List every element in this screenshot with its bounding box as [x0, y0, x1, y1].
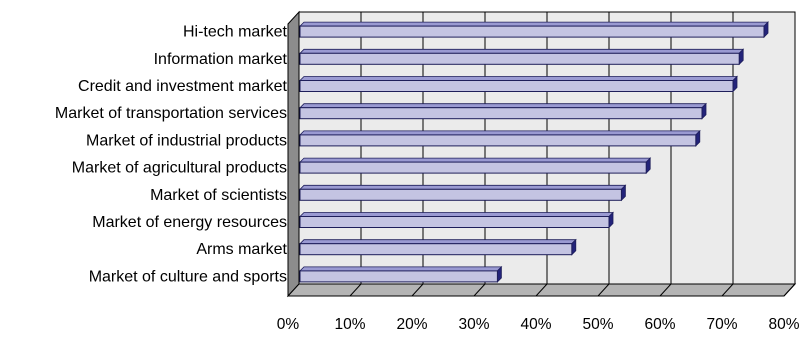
floor-gridline — [411, 283, 424, 297]
x-tick-label: 0% — [277, 316, 300, 333]
plot-side-wall — [287, 10, 300, 298]
bar — [299, 265, 503, 283]
bar — [299, 211, 614, 229]
bar-front-face — [299, 80, 734, 92]
category-label: Market of industrial products — [86, 132, 287, 149]
x-tick-label: 50% — [582, 316, 613, 333]
category-label: Market of agricultural products — [72, 160, 287, 177]
floor-gridline — [597, 283, 610, 297]
bar-top-face — [299, 212, 614, 217]
floor-gridline — [473, 283, 486, 297]
x-tick-label: 20% — [396, 316, 427, 333]
category-label: Market of energy resources — [92, 214, 287, 231]
category-label: Information market — [154, 51, 288, 68]
bar — [299, 129, 701, 147]
bar — [299, 184, 627, 202]
x-tick-label: 70% — [706, 316, 737, 333]
bar-front-face — [299, 52, 740, 65]
x-tick-label: 40% — [520, 316, 551, 333]
category-label: Market of scientists — [150, 187, 287, 204]
floor-gridline — [659, 283, 672, 297]
bar — [299, 48, 745, 66]
bar-front-face — [299, 188, 622, 201]
bar-front-face — [299, 107, 703, 120]
bar-top-face — [299, 184, 627, 190]
bar-top-face — [299, 266, 503, 272]
bar — [299, 238, 577, 256]
floor-gridline — [349, 283, 362, 297]
bar-front-face — [299, 216, 610, 228]
bar-front-face — [299, 161, 647, 174]
x-tick-label: 30% — [458, 316, 489, 333]
bar-front-face — [299, 243, 573, 256]
bar-top-face — [299, 76, 738, 81]
bar-top-face — [299, 21, 769, 27]
category-label: Credit and investment market — [78, 78, 288, 95]
bar-front-face — [299, 25, 765, 38]
bar — [299, 157, 652, 175]
category-label: Hi-tech market — [183, 24, 288, 41]
category-label: Market of culture and sports — [89, 268, 287, 285]
floor-gridline — [721, 283, 734, 297]
bar-front-face — [299, 270, 498, 283]
bar-top-face — [299, 157, 652, 163]
bar-front-face — [299, 134, 697, 147]
bar-top-face — [299, 103, 707, 109]
bar — [299, 75, 738, 93]
bar-top-face — [299, 48, 745, 54]
category-label: Arms market — [196, 241, 287, 258]
bar — [299, 21, 769, 39]
bar-top-face — [299, 239, 577, 245]
bar-top-face — [299, 130, 701, 136]
floor-gridline — [535, 283, 548, 297]
x-tick-label: 10% — [334, 316, 365, 333]
x-tick-label: 80% — [768, 316, 799, 333]
bar — [299, 102, 707, 120]
x-tick-label: 60% — [644, 316, 675, 333]
category-label: Market of transportation services — [55, 105, 287, 122]
floor-gridline — [783, 283, 796, 297]
